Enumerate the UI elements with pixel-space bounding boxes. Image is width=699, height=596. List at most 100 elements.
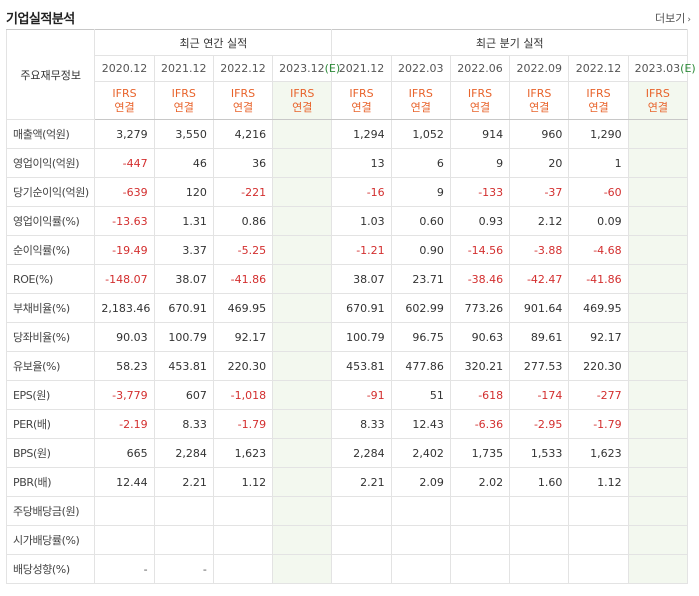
value-cell: -639 [94,177,155,207]
value-cell [627,206,689,236]
period-header: 2020.12 [94,55,155,82]
value-cell: 9 [390,177,451,207]
value-cell: 277.53 [509,351,570,381]
value-cell: 0.90 [390,235,451,265]
value-cell: 12.44 [94,467,155,497]
value-cell: -19.49 [94,235,155,265]
value-cell [627,409,689,439]
table-row: 유보율(%) 58.23 453.81 220.30 453.81 477.86 320.2… [5,351,689,381]
value-cell: 220.30 [212,351,274,381]
consolidated-label: 연결 [647,100,668,114]
value-cell: 1,623 [212,438,274,468]
value-cell: 901.64 [509,293,570,323]
ifrs-label: IFRS [349,86,374,100]
value-cell: 90.03 [94,322,155,352]
value-cell: 1,290 [568,119,629,149]
value-cell: 36 [212,148,274,178]
value-cell [272,264,333,294]
value-cell: 1,533 [509,438,570,468]
accounting-type-cell: IFRS 연결 [272,81,333,120]
accounting-type-cell: IFRS 연결 [331,81,392,120]
value-cell: -38.46 [449,264,511,294]
period-header: 2022.03 [390,55,451,82]
period-header: 2022.12 [212,55,274,82]
value-cell: -174 [509,380,570,410]
value-cell: 6 [390,148,451,178]
value-cell: 89.61 [509,322,570,352]
table-row: 당좌비율(%) 90.03 100.79 92.17 100.79 96.75 90.63 8… [5,322,689,352]
value-cell: 9 [449,148,511,178]
more-link[interactable]: 더보기 › [655,10,691,26]
row-label: PER(배) [5,409,96,439]
metric-header: 주요재무정보 [5,29,96,120]
consolidated-label: 연결 [410,100,431,114]
consolidated-label: 연결 [529,100,550,114]
value-cell: 477.86 [390,351,451,381]
table-row: EPS(원) -3,779 607 -1,018 -91 51 -618 -174 -277 [5,380,689,410]
value-cell: 0.93 [449,206,511,236]
consolidated-label: 연결 [469,100,491,114]
value-cell: 92.17 [212,322,274,352]
value-cell: -60 [568,177,629,207]
value-cell [509,554,570,584]
value-cell: -221 [212,177,274,207]
row-label: 유보율(%) [5,351,96,381]
row-label: 순이익률(%) [5,235,96,265]
value-cell [153,525,214,555]
value-cell: 96.75 [390,322,451,352]
value-cell: 38.07 [331,264,392,294]
period-label: 2023.03 [634,62,681,75]
section-header: 기업실적분석 더보기 › [0,0,699,30]
value-cell [272,206,333,236]
value-cell [331,496,392,526]
table-row: 주당배당금(원) [5,496,689,526]
table-row: 순이익률(%) -19.49 3.37 -5.25 -1.21 0.90 -14.56 -3.… [5,235,689,265]
table-row: PER(배) -2.19 8.33 -1.79 8.33 12.43 -6.36 -2.95-… [5,409,689,439]
value-cell [568,496,629,526]
value-cell: 1.31 [153,206,214,236]
value-cell: -3,779 [94,380,155,410]
value-cell: 100.79 [331,322,392,352]
value-cell: 1,735 [449,438,511,468]
value-cell [212,525,274,555]
value-cell: -1,018 [212,380,274,410]
value-cell: 1.60 [509,467,570,497]
value-cell [627,554,689,584]
value-cell [509,496,570,526]
value-cell [272,496,333,526]
value-cell: -618 [449,380,511,410]
value-cell: 2,284 [331,438,392,468]
row-label: 주당배당금(원) [5,496,96,526]
table-row: 당기순이익(억원) -639 120 -221 -16 9 -133 -37 -60 [5,177,689,207]
row-label: 당기순이익(억원) [5,177,96,207]
value-cell: 469.95 [568,293,629,323]
value-cell [272,380,333,410]
ifrs-label: IFRS [230,86,256,100]
row-label: 매출액(억원) [5,119,96,149]
value-cell: -42.47 [509,264,570,294]
value-cell [627,322,689,352]
value-cell: 607 [153,380,214,410]
value-cell [272,351,333,381]
value-cell: 1,294 [331,119,392,149]
value-cell [390,554,451,584]
value-cell: 90.63 [449,322,511,352]
value-cell [94,525,155,555]
group-header-row: 주요재무정보 최근 연간 실적 최근 분기 실적 [5,29,688,120]
consolidated-label: 연결 [232,100,254,114]
value-cell: -148.07 [94,264,155,294]
value-cell: 602.99 [390,293,451,323]
value-cell [272,177,333,207]
value-cell: 1.12 [212,467,274,497]
value-cell: 2.21 [331,467,392,497]
value-cell: 12.43 [390,409,451,439]
accounting-type-cell: IFRS 연결 [509,81,570,120]
value-cell: 120 [153,177,214,207]
accounting-type-cell: IFRS 연결 [212,81,274,120]
value-cell: -37 [509,177,570,207]
period-header: 2022.09 [509,55,570,82]
value-cell: 8.33 [331,409,392,439]
value-cell: -16 [331,177,392,207]
value-cell [272,554,333,584]
value-cell [449,525,511,555]
